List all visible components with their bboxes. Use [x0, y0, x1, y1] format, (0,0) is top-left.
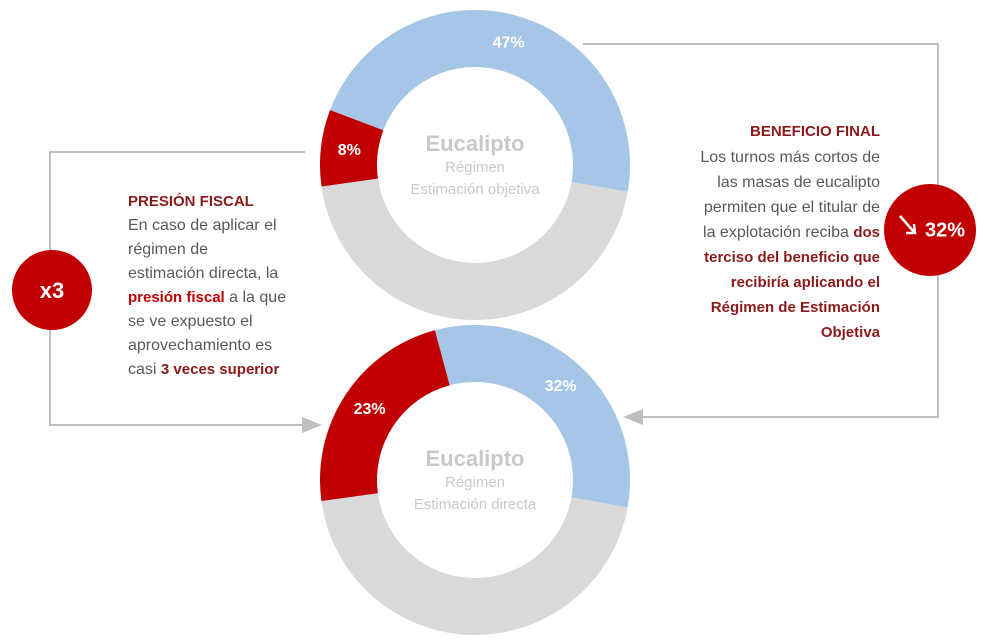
text-span: presión fiscal	[128, 289, 225, 306]
text-span: la explotación reciba	[703, 224, 853, 241]
text-line: presión fiscal a la que	[128, 289, 286, 306]
text-span: Régimen de Estimación	[711, 299, 880, 316]
center-title: Eucalipto	[425, 131, 524, 156]
text-blocks: En caso de aplicar el régimen de estimació…	[128, 149, 881, 378]
text-line: aprovechamiento es	[128, 337, 272, 354]
value-label: 23%	[354, 401, 386, 418]
text-span: régimen de	[128, 241, 208, 258]
center-subtitle: Estimación directa	[414, 496, 537, 513]
text-span: aprovechamiento es	[128, 337, 272, 354]
text-line: casi 3 veces superior	[128, 361, 279, 378]
text-line: terciso del beneficio que	[704, 249, 880, 266]
text-line: Los turnos más cortos de	[700, 149, 880, 166]
text-span: dos	[853, 224, 880, 241]
text-line: se ve expuesto el	[128, 313, 253, 330]
text-line: En caso de aplicar el	[128, 217, 277, 234]
text-span: Objetiva	[821, 324, 881, 341]
text-line: las masas de eucalipto	[717, 174, 880, 191]
text-span: 3 veces superior	[161, 361, 280, 378]
badge-label: x3	[40, 278, 64, 303]
text-span: estimación directa, la	[128, 265, 278, 282]
donut-segment	[321, 178, 628, 321]
center-subtitle: Régimen	[445, 474, 505, 491]
text-span: En caso de aplicar el	[128, 217, 277, 234]
heading: PRESIÓN FISCAL	[128, 192, 254, 210]
value-label: 32%	[545, 378, 577, 395]
text-span: a la que	[225, 289, 286, 306]
text-span: recibiría aplicando el	[731, 274, 880, 291]
center-title: Eucalipto	[425, 446, 524, 471]
value-label: 8%	[338, 142, 361, 159]
text-span: Los turnos más cortos de	[700, 149, 880, 166]
text-span: se ve expuesto el	[128, 313, 253, 330]
text-span: permiten que el titular de	[704, 199, 880, 216]
text-line: permiten que el titular de	[704, 199, 880, 216]
donut-segment	[434, 325, 630, 508]
badge-label: 32%	[925, 219, 965, 241]
text-line: Régimen de Estimación	[711, 299, 880, 316]
donut-segment	[330, 9, 630, 192]
center-subtitle: Estimación objetiva	[410, 181, 540, 198]
arrow-icon	[899, 215, 917, 235]
text-line: la explotación reciba dos	[703, 224, 880, 241]
text-span: casi	[128, 361, 161, 378]
text-line: recibiría aplicando el	[731, 274, 880, 291]
text-line: régimen de	[128, 241, 208, 258]
heading: BENEFICIO FINAL	[750, 123, 880, 140]
donuts: 8% 47% Eucalipto Régimen Estimación objetiva…	[320, 9, 630, 635]
text-line: Objetiva	[821, 324, 881, 341]
donut-segment	[321, 493, 628, 635]
donut-segment	[320, 330, 450, 502]
text-line: estimación directa, la	[128, 265, 278, 282]
center-subtitle: Régimen	[445, 159, 505, 176]
badge	[12, 250, 92, 330]
value-label: 47%	[493, 34, 525, 51]
text-span: las masas de eucalipto	[717, 174, 880, 191]
donut-segment	[320, 109, 384, 187]
text-span: terciso del beneficio que	[704, 249, 880, 266]
badge	[884, 184, 976, 276]
